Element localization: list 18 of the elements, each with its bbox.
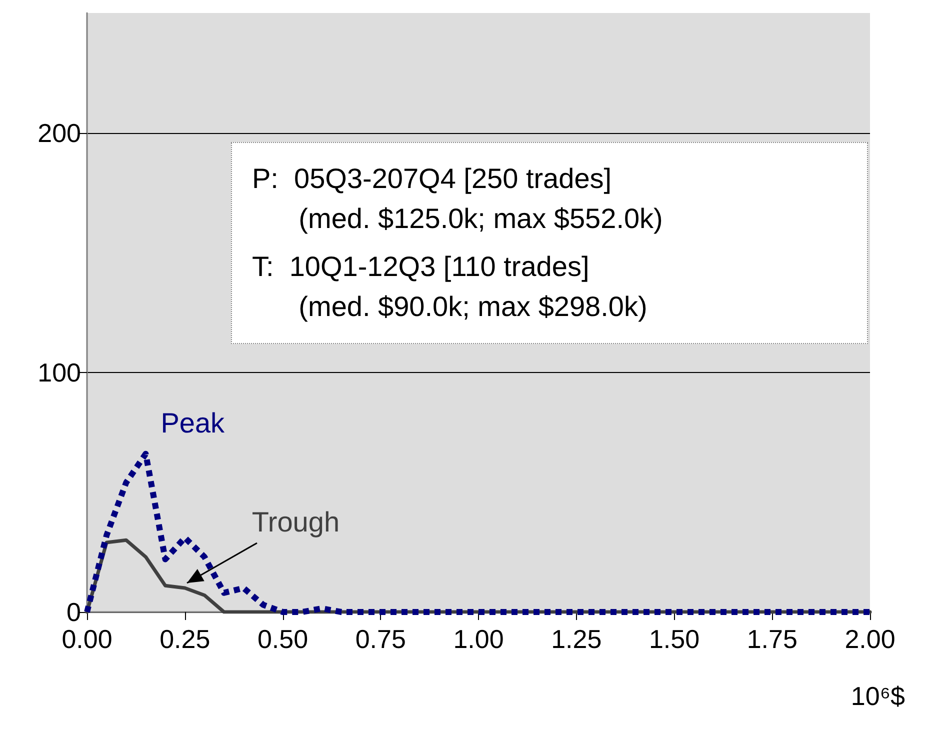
y-tick-label: 0 (66, 597, 81, 627)
x-tick-label: 1.00 (453, 624, 504, 654)
x-tick-label: 0.50 (257, 624, 308, 654)
x-tick-label: 2.00 (844, 624, 896, 654)
y-tick-label: 200 (38, 118, 81, 148)
text: Trough (252, 506, 340, 538)
annotation: T: 10Q1-12Q3 [110 trades] (med. $90.0k; max $298.0k) (252, 250, 648, 324)
x-tick-label: 1.75 (746, 624, 798, 654)
x-tick-label: 0.25 (160, 624, 210, 654)
series-label: Peak (160, 407, 226, 438)
x-tick-label: 1.50 (648, 624, 700, 654)
x-tick-label: 1.25 (551, 624, 602, 654)
y-tick-label: 100 (38, 357, 81, 388)
x-tick-label: 0.75 (355, 624, 406, 654)
text-box: P: 05Q3-207Q4 [250 trades] (med. $125.0k; max $552.0k) T: 10Q1-12Q3 [110 trades] (med. $90.0k; max $298.0k) (231, 142, 868, 344)
x-axis-title: 10⁶$ (850, 681, 906, 711)
annotation: P: 05Q3-207Q4 [250 trades] (med. $125.0k; max $552.0k) (252, 162, 664, 236)
x-tick-label: 0.00 (62, 624, 112, 654)
